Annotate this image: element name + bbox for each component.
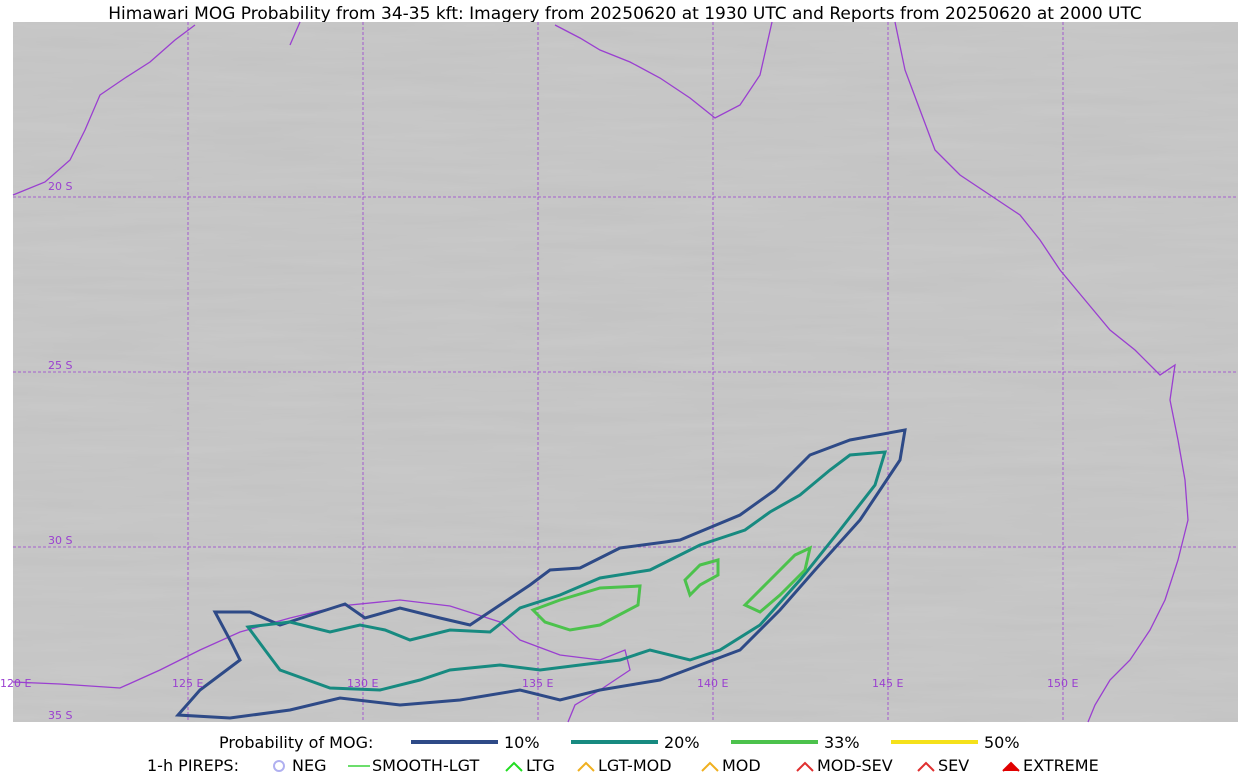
legend-symbol	[796, 761, 814, 772]
lon-label: 150 E	[1047, 677, 1078, 690]
legend-label: 1-h PIREPS:	[147, 756, 239, 775]
legend-entry: SEV	[938, 756, 969, 775]
legend-entry: LTG	[526, 756, 555, 775]
lat-label: 35 S	[48, 709, 72, 722]
lon-label: 135 E	[522, 677, 553, 690]
legend-entry: MOD	[722, 756, 761, 775]
legend-symbol	[917, 761, 935, 772]
map: 20 S 25 S 30 S 35 S 120 E 125 E 130 E 13…	[0, 21, 1238, 723]
legend-label: Probability of MOG:	[219, 733, 373, 752]
title: Himawari MOG Probability from 34-35 kft:…	[108, 4, 1142, 24]
legend: Probability of MOG: 1-h PIREPS: 10% 20% 33…	[147, 733, 1099, 775]
lon-label: 125 E	[172, 677, 203, 690]
legend-entry: 50%	[984, 733, 1020, 752]
lon-label: 120 E	[0, 677, 31, 690]
legend-symbol	[577, 761, 595, 772]
legend-entry: 10%	[504, 733, 540, 752]
legend-entry: NEG	[292, 756, 326, 775]
coastline	[12, 21, 1189, 723]
legend-entry: 20%	[664, 733, 700, 752]
legend-symbol	[505, 761, 523, 772]
lat-label: 25 S	[48, 359, 72, 372]
lat-label: 20 S	[48, 180, 72, 193]
legend-symbol	[273, 760, 285, 772]
probability-contours	[174, 428, 907, 720]
lat-label: 30 S	[48, 534, 72, 547]
legend-symbol	[701, 761, 719, 772]
lon-label: 130 E	[347, 677, 378, 690]
legend-entry: SMOOTH-LGT	[372, 756, 479, 775]
legend-entry: MOD-SEV	[817, 756, 893, 775]
legend-symbol	[1002, 761, 1020, 772]
lon-label: 140 E	[697, 677, 728, 690]
legend-entry: 33%	[824, 733, 860, 752]
lon-label: 145 E	[872, 677, 903, 690]
legend-entry: EXTREME	[1023, 756, 1099, 775]
legend-entry: LGT-MOD	[598, 756, 672, 775]
